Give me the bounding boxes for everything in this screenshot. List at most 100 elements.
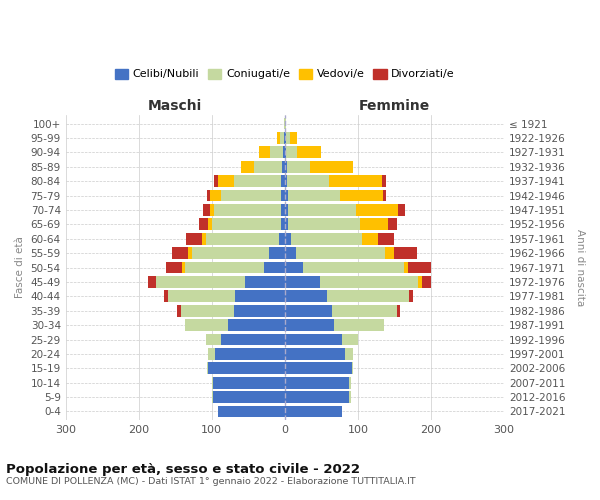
Bar	[212, 218, 281, 230]
Bar	[208, 362, 285, 374]
Bar	[303, 262, 404, 274]
Bar	[286, 132, 290, 144]
Bar	[285, 348, 345, 360]
Bar	[285, 175, 287, 187]
Bar	[290, 233, 362, 244]
Bar	[166, 262, 182, 274]
Bar	[334, 319, 384, 331]
Bar	[186, 233, 202, 244]
Bar	[310, 161, 353, 172]
Bar	[178, 305, 181, 316]
Bar	[269, 247, 285, 259]
Bar	[327, 290, 409, 302]
Bar	[284, 118, 285, 130]
Bar	[285, 377, 349, 388]
Bar	[284, 132, 285, 144]
Bar	[221, 334, 285, 345]
Bar	[297, 146, 320, 158]
Bar	[340, 190, 383, 202]
Bar	[352, 362, 353, 374]
Bar	[404, 262, 407, 274]
Bar	[185, 262, 265, 274]
Text: Maschi: Maschi	[148, 98, 202, 112]
Bar	[213, 391, 285, 403]
Bar	[181, 305, 233, 316]
Bar	[214, 175, 218, 187]
Bar	[285, 319, 334, 331]
Bar	[155, 276, 245, 288]
Bar	[320, 276, 418, 288]
Bar	[188, 247, 192, 259]
Bar	[206, 334, 221, 345]
Bar	[185, 319, 228, 331]
Bar	[285, 305, 332, 316]
Bar	[418, 276, 422, 288]
Bar	[281, 190, 285, 202]
Bar	[285, 146, 286, 158]
Bar	[199, 218, 208, 230]
Bar	[213, 377, 285, 388]
Bar	[148, 276, 155, 288]
Bar	[206, 233, 279, 244]
Bar	[206, 362, 208, 374]
Bar	[287, 175, 329, 187]
Bar	[282, 161, 285, 172]
Bar	[215, 348, 285, 360]
Bar	[235, 290, 285, 302]
Bar	[286, 146, 297, 158]
Bar	[329, 175, 382, 187]
Bar	[206, 190, 210, 202]
Bar	[210, 204, 214, 216]
Bar	[382, 175, 386, 187]
Bar	[208, 348, 215, 360]
Bar	[233, 305, 285, 316]
Bar	[349, 391, 350, 403]
Bar	[285, 247, 296, 259]
Bar	[422, 276, 431, 288]
Bar	[245, 276, 285, 288]
Bar	[218, 175, 233, 187]
Text: Popolazione per età, sesso e stato civile - 2022: Popolazione per età, sesso e stato civil…	[6, 462, 360, 475]
Bar	[379, 233, 394, 244]
Bar	[164, 290, 168, 302]
Bar	[356, 204, 398, 216]
Bar	[233, 175, 281, 187]
Bar	[360, 218, 388, 230]
Bar	[388, 218, 397, 230]
Bar	[280, 132, 284, 144]
Bar	[285, 132, 286, 144]
Bar	[362, 233, 379, 244]
Bar	[285, 334, 342, 345]
Bar	[332, 305, 397, 316]
Bar	[287, 161, 310, 172]
Bar	[407, 262, 431, 274]
Bar	[168, 290, 235, 302]
Bar	[285, 218, 289, 230]
Bar	[283, 146, 285, 158]
Bar	[285, 391, 349, 403]
Bar	[265, 262, 285, 274]
Bar	[296, 247, 385, 259]
Bar	[254, 161, 282, 172]
Bar	[241, 161, 254, 172]
Text: COMUNE DI POLLENZA (MC) - Dati ISTAT 1° gennaio 2022 - Elaborazione TUTTITALIA.I: COMUNE DI POLLENZA (MC) - Dati ISTAT 1° …	[6, 478, 416, 486]
Bar	[285, 262, 303, 274]
Bar	[228, 319, 285, 331]
Bar	[285, 118, 286, 130]
Bar	[398, 204, 406, 216]
Bar	[192, 247, 269, 259]
Bar	[221, 190, 281, 202]
Bar	[285, 406, 342, 417]
Bar	[279, 233, 285, 244]
Bar	[383, 190, 386, 202]
Bar	[397, 305, 400, 316]
Bar	[270, 146, 283, 158]
Bar	[285, 190, 288, 202]
Bar	[409, 290, 413, 302]
Legend: Celibi/Nubili, Coniugati/e, Vedovi/e, Divorziati/e: Celibi/Nubili, Coniugati/e, Vedovi/e, Di…	[115, 68, 455, 80]
Bar	[281, 204, 285, 216]
Bar	[182, 262, 185, 274]
Bar	[203, 204, 210, 216]
Bar	[212, 391, 213, 403]
Bar	[290, 132, 297, 144]
